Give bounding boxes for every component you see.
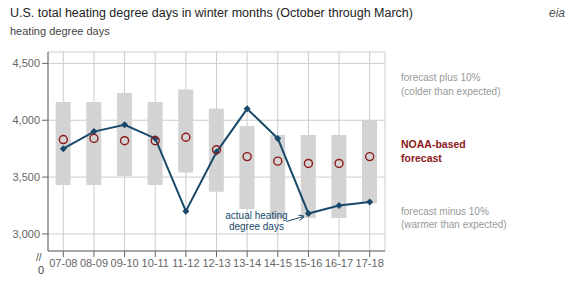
svg-text:11-12: 11-12 (172, 257, 199, 269)
html-text:0: 0 (38, 264, 45, 276)
svg-text:3,500: 3,500 (12, 171, 40, 183)
svg-text:17-18: 17-18 (356, 257, 384, 269)
svg-text:09-10: 09-10 (111, 257, 139, 269)
svg-text:4,500: 4,500 (12, 57, 40, 69)
svg-text:actual heatingdegree days: actual heatingdegree days (225, 210, 287, 232)
svg-text:08-09: 08-09 (80, 257, 108, 269)
svg-text:07-08: 07-08 (49, 257, 77, 269)
html-text:forecast plus 10% (colder than: forecast plus 10% (colder than expected) (401, 72, 501, 97)
svg-text:14-15: 14-15 (264, 257, 292, 269)
html-text:heating degree days: heating degree days (10, 25, 110, 37)
svg-text:12-13: 12-13 (202, 257, 230, 269)
svg-text:4,000: 4,000 (12, 114, 40, 126)
html-text:U.S. total heating degree days: U.S. total heating degree days in winter… (10, 6, 413, 20)
html-text:NOAA-based forecast: NOAA-based forecast (401, 138, 466, 165)
svg-text:3,000: 3,000 (12, 228, 40, 240)
svg-text:16-17: 16-17 (325, 257, 353, 269)
svg-text:13-14: 13-14 (233, 257, 261, 269)
html-text:eia: eia (549, 6, 565, 20)
html-text:forecast minus 10% (warmer tha: forecast minus 10% (warmer than expected… (401, 205, 507, 230)
svg-text:10-11: 10-11 (142, 257, 169, 269)
svg-text:15-16: 15-16 (294, 257, 322, 269)
